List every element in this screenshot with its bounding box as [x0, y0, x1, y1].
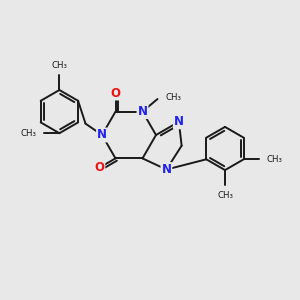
Text: O: O	[94, 161, 104, 174]
Text: N: N	[161, 163, 171, 176]
Text: O: O	[110, 86, 121, 100]
Text: CH₃: CH₃	[166, 93, 182, 102]
Text: CH₃: CH₃	[51, 61, 68, 70]
Text: CH₃: CH₃	[217, 190, 233, 200]
Text: CH₃: CH₃	[266, 155, 282, 164]
Text: N: N	[174, 115, 184, 128]
Text: N: N	[137, 105, 148, 118]
Text: N: N	[97, 128, 107, 142]
Text: CH₃: CH₃	[21, 129, 37, 138]
